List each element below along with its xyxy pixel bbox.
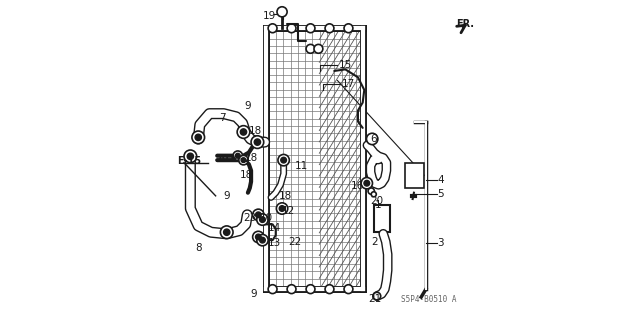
Circle shape <box>260 217 266 222</box>
Circle shape <box>306 24 315 33</box>
Text: 1: 1 <box>374 200 381 210</box>
Text: 6: 6 <box>370 134 376 144</box>
Circle shape <box>268 24 277 33</box>
FancyBboxPatch shape <box>374 205 390 232</box>
Circle shape <box>278 154 289 166</box>
Text: 8: 8 <box>196 243 202 253</box>
Text: 7: 7 <box>219 113 225 123</box>
Circle shape <box>260 237 266 243</box>
Text: 19: 19 <box>262 11 276 21</box>
Circle shape <box>368 188 374 194</box>
Text: 18: 18 <box>278 191 292 201</box>
Text: 4: 4 <box>437 175 444 185</box>
Text: 17: 17 <box>342 78 355 89</box>
Circle shape <box>255 234 261 240</box>
Text: 14: 14 <box>268 223 281 234</box>
Circle shape <box>184 150 196 163</box>
Text: FR.: FR. <box>456 19 474 28</box>
Text: 18: 18 <box>240 170 253 180</box>
Circle shape <box>276 203 288 214</box>
Circle shape <box>361 178 372 189</box>
Circle shape <box>239 155 248 165</box>
Circle shape <box>373 292 381 300</box>
Circle shape <box>255 212 261 218</box>
Circle shape <box>367 133 378 145</box>
Circle shape <box>287 24 296 33</box>
Circle shape <box>223 229 230 235</box>
Text: 20: 20 <box>371 196 384 206</box>
Circle shape <box>268 285 277 293</box>
Circle shape <box>344 24 353 33</box>
Circle shape <box>306 285 315 293</box>
Circle shape <box>371 192 376 197</box>
Circle shape <box>254 139 260 145</box>
Text: 5: 5 <box>437 189 444 199</box>
Text: 2: 2 <box>371 237 378 247</box>
Text: 10: 10 <box>260 213 273 223</box>
Text: 12: 12 <box>282 206 294 216</box>
Text: ATM-7: ATM-7 <box>218 154 252 164</box>
Circle shape <box>325 285 334 293</box>
Circle shape <box>344 285 353 293</box>
Text: 23: 23 <box>243 213 256 223</box>
Circle shape <box>253 209 264 220</box>
Circle shape <box>364 180 370 186</box>
Text: S5P4-B0510 A: S5P4-B0510 A <box>401 295 456 304</box>
FancyBboxPatch shape <box>405 163 424 188</box>
Text: 22: 22 <box>289 237 301 247</box>
Text: 18: 18 <box>245 152 259 163</box>
Circle shape <box>287 285 296 293</box>
Circle shape <box>195 134 202 141</box>
Text: 9: 9 <box>250 289 257 299</box>
Text: 3: 3 <box>437 238 444 248</box>
Text: 16: 16 <box>351 182 364 191</box>
Circle shape <box>277 7 287 17</box>
Circle shape <box>257 214 268 225</box>
Circle shape <box>314 44 323 53</box>
Text: 13: 13 <box>268 238 281 248</box>
Circle shape <box>237 126 250 138</box>
Text: 9: 9 <box>223 191 230 201</box>
Circle shape <box>325 24 334 33</box>
Circle shape <box>257 234 268 246</box>
Circle shape <box>306 44 315 53</box>
Text: 15: 15 <box>339 60 352 70</box>
Text: 9: 9 <box>244 101 252 111</box>
Circle shape <box>236 153 240 158</box>
Circle shape <box>241 158 246 162</box>
Circle shape <box>187 153 193 160</box>
Text: 21: 21 <box>368 294 381 304</box>
Text: E-15: E-15 <box>177 156 201 166</box>
Circle shape <box>192 131 205 144</box>
Circle shape <box>281 157 287 163</box>
Circle shape <box>251 136 264 148</box>
Circle shape <box>233 151 243 160</box>
Text: 18: 18 <box>248 126 262 136</box>
Text: 11: 11 <box>294 161 308 171</box>
Circle shape <box>253 231 264 243</box>
Circle shape <box>220 226 233 239</box>
Circle shape <box>240 129 246 135</box>
Circle shape <box>279 206 285 211</box>
